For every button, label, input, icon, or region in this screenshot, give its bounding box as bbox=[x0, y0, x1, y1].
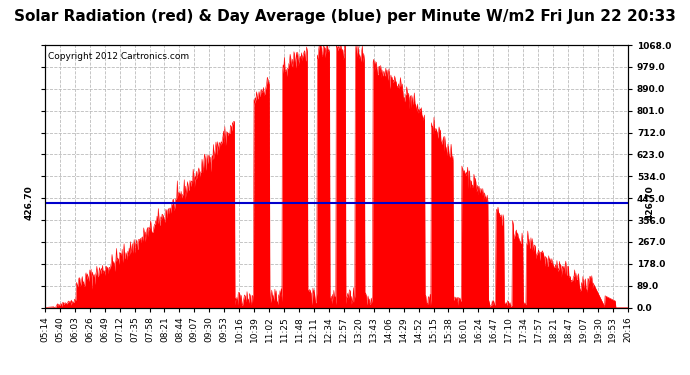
Text: Copyright 2012 Cartronics.com: Copyright 2012 Cartronics.com bbox=[48, 52, 189, 61]
Text: 426.70: 426.70 bbox=[24, 185, 33, 220]
Text: 426.70: 426.70 bbox=[645, 185, 654, 220]
Text: Solar Radiation (red) & Day Average (blue) per Minute W/m2 Fri Jun 22 20:33: Solar Radiation (red) & Day Average (blu… bbox=[14, 9, 676, 24]
